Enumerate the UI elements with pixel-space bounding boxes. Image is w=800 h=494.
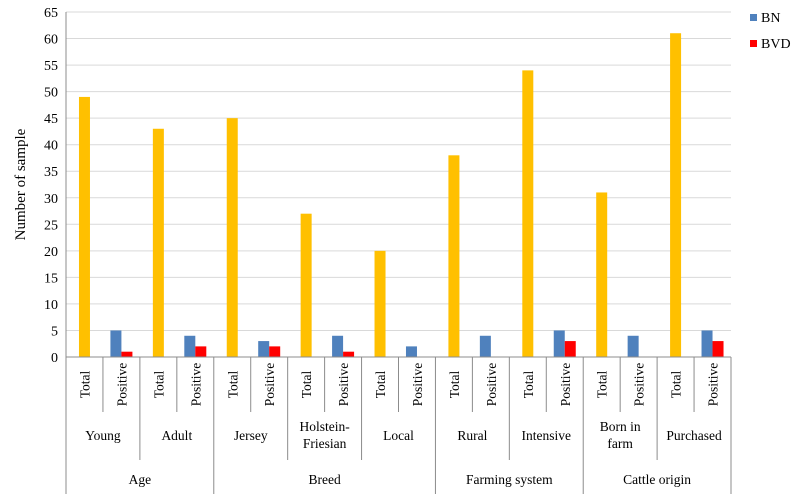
level1-label: Positive [188, 363, 203, 407]
y-tick-label: 35 [44, 165, 58, 180]
y-tick-label: 20 [44, 245, 58, 260]
bar-total [78, 96, 90, 357]
bar-bn [553, 330, 565, 357]
y-axis-title: Number of sample [13, 128, 29, 240]
bar-total [522, 70, 534, 357]
y-tick-label: 45 [44, 112, 58, 127]
bar-bvd [195, 346, 207, 357]
level1-label: Total [521, 370, 536, 398]
level2-label: Local [383, 428, 414, 443]
level1-label: Positive [114, 363, 129, 407]
y-tick-label: 65 [44, 6, 58, 21]
level2-label: Intensive [522, 428, 572, 443]
level3-label: Farming system [466, 472, 553, 487]
bar-bn [701, 330, 713, 357]
level1-label: Positive [632, 363, 647, 407]
level1-label: Positive [558, 363, 573, 407]
bar-total [374, 250, 386, 357]
level3-label: Cattle origin [623, 472, 691, 487]
bar-total [596, 192, 608, 357]
y-tick-label: 40 [44, 139, 58, 154]
bar-total [300, 213, 312, 357]
legend-swatch [750, 40, 757, 47]
level2-label: Born in farm [600, 419, 641, 451]
bar-bvd [121, 351, 133, 357]
bar-total [152, 128, 164, 357]
bar-bn [405, 346, 417, 357]
bar-bn [110, 330, 122, 357]
level2-label: Jersey [234, 428, 268, 443]
bar-bn [184, 335, 196, 357]
y-tick-label: 55 [44, 59, 58, 74]
bar-bn [258, 341, 270, 357]
y-tick-label: 5 [51, 324, 58, 339]
bar-bvd [343, 351, 355, 357]
legend-label: BN [761, 11, 780, 26]
level1-label: Positive [410, 363, 425, 407]
level1-label: Total [151, 370, 166, 398]
y-tick-label: 50 [44, 86, 58, 101]
y-tick-label: 60 [44, 33, 58, 48]
level2-label: Young [85, 428, 121, 443]
y-tick-label: 25 [44, 218, 58, 233]
y-tick-label: 0 [51, 351, 58, 366]
bar-bvd [564, 341, 576, 357]
level1-label: Total [225, 370, 240, 398]
bar-bn [479, 335, 491, 357]
level1-label: Positive [262, 363, 277, 407]
level1-label: Positive [336, 363, 351, 407]
bar-bvd [269, 346, 281, 357]
bar-total [448, 155, 460, 357]
bar-bvd [712, 341, 724, 357]
bar-total [226, 118, 238, 358]
level1-label: Total [299, 370, 314, 398]
level2-label: Purchased [666, 428, 722, 443]
level2-label: Holstein-Friesian [299, 419, 350, 451]
level3-label: Age [129, 472, 152, 487]
level1-label: Total [669, 370, 684, 398]
y-tick-label: 30 [44, 192, 58, 207]
legend-swatch [750, 14, 757, 21]
level1-label: Positive [706, 363, 721, 407]
bar-bn [627, 335, 639, 357]
level1-label: Total [373, 370, 388, 398]
y-tick-label: 15 [44, 271, 58, 286]
level1-label: Total [77, 370, 92, 398]
level2-label: Rural [457, 428, 487, 443]
level2-label: Adult [161, 428, 192, 443]
bar-bn [332, 335, 344, 357]
level1-label: Total [447, 370, 462, 398]
level3-label: Breed [308, 472, 340, 487]
level1-label: Positive [484, 363, 499, 407]
bar-total [670, 33, 682, 357]
y-tick-label: 10 [44, 298, 58, 313]
legend-label: BVD [761, 37, 791, 52]
level1-label: Total [595, 370, 610, 398]
